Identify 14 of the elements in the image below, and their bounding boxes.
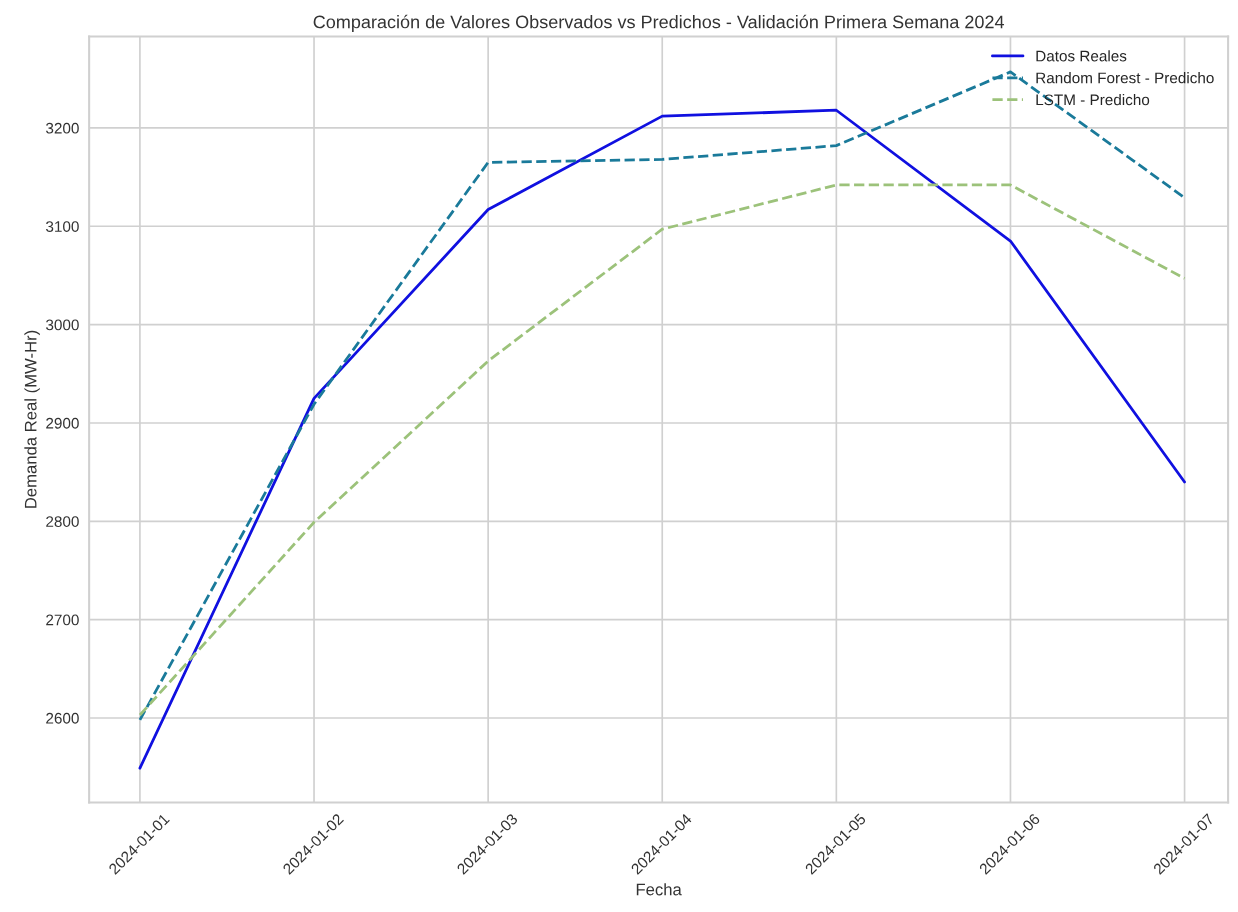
y-axis-title: Demanda Real (MW-Hr): [24, 330, 40, 508]
y-tick-label: 2700: [46, 614, 79, 626]
chart-title: Comparación de Valores Observados vs Predichos - Validación Primera Semana 2024: [313, 14, 1005, 32]
line-series: [138, 183, 1186, 717]
x-axis-title: Fecha: [636, 883, 682, 896]
y-tick-label: 2600: [46, 712, 79, 724]
y-tick-label: 2800: [46, 516, 79, 527]
y-tick-label: 3100: [46, 221, 79, 232]
y-tick-label: 3000: [46, 319, 79, 331]
legend-label: LSTM - Predicho: [1036, 93, 1150, 106]
y-tick-label: 2900: [46, 417, 79, 429]
y-tick-label: 3200: [46, 122, 79, 134]
legend-label: Datos Reales: [1036, 50, 1127, 62]
legend-label: Random Forest - Predicho: [1036, 72, 1214, 84]
